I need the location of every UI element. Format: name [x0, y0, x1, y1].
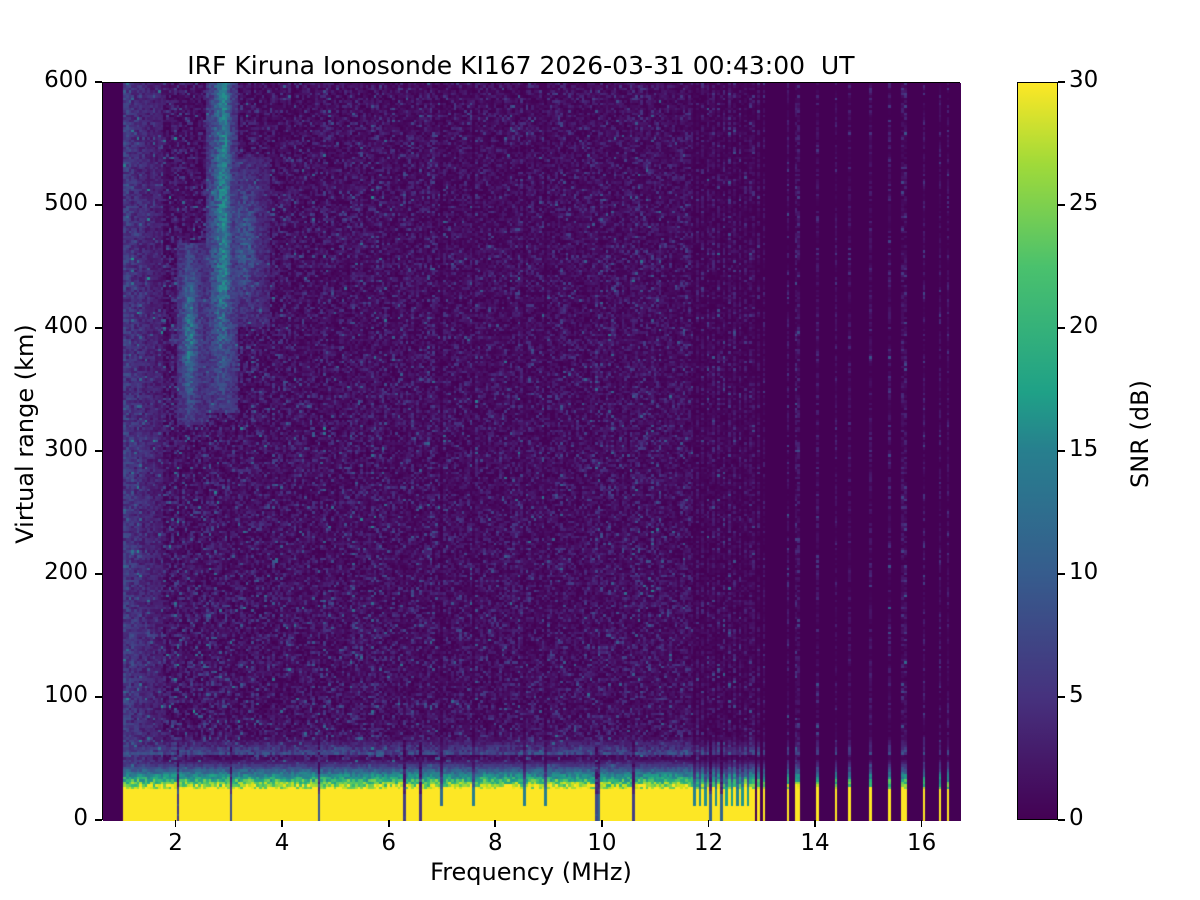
y-tick-label: 500	[44, 190, 88, 216]
x-tick	[387, 820, 390, 827]
x-tick-label: 6	[381, 830, 397, 856]
x-tick-label: 2	[168, 830, 183, 856]
colorbar-tick	[1058, 81, 1065, 83]
x-tick	[601, 820, 603, 827]
y-tick	[95, 204, 102, 206]
y-tick-label: 0	[73, 805, 88, 831]
x-tick	[814, 820, 816, 827]
colorbar-tick-label: 15	[1069, 436, 1099, 462]
colorbar-tick	[1058, 450, 1065, 452]
y-tick	[95, 696, 102, 698]
y-tick	[95, 573, 102, 575]
x-tick-label: 12	[693, 830, 724, 856]
colorbar-tick-label: 5	[1069, 682, 1084, 708]
colorbar-tick-label: 30	[1069, 67, 1099, 93]
x-tick	[920, 820, 923, 827]
colorbar	[1017, 82, 1058, 820]
colorbar-tick	[1058, 327, 1065, 329]
y-tick-label: 100	[44, 682, 88, 708]
colorbar-tick-label: 0	[1069, 805, 1084, 831]
x-tick-label: 16	[906, 830, 937, 856]
x-tick	[494, 820, 497, 827]
x-tick	[707, 820, 710, 827]
y-tick	[95, 81, 102, 83]
colorbar-tick-label: 10	[1069, 559, 1099, 585]
colorbar-tick	[1058, 696, 1065, 698]
ionogram-heatmap	[103, 83, 961, 821]
colorbar-tick	[1058, 573, 1065, 575]
colorbar-tick-label: 25	[1069, 190, 1099, 216]
x-tick-label: 8	[487, 830, 503, 856]
x-tick-label: 4	[274, 830, 290, 856]
plot-area	[102, 82, 961, 821]
colorbar-tick-label: 20	[1069, 313, 1099, 339]
x-tick-label: 14	[800, 830, 830, 856]
y-tick-label: 600	[44, 67, 88, 93]
title-line-1: IRF Kiruna Ionosonde KI167 2026-03-31 00…	[187, 51, 855, 80]
y-axis-label: Virtual range (km)	[11, 324, 39, 544]
y-tick	[95, 819, 102, 821]
colorbar-tick	[1058, 819, 1065, 821]
x-tick	[281, 820, 283, 827]
x-tick-label: 10	[587, 830, 617, 856]
y-tick-label: 300	[44, 436, 88, 462]
x-tick	[174, 820, 177, 827]
colorbar-tick	[1058, 204, 1065, 206]
y-tick-label: 400	[44, 313, 88, 339]
y-tick-label: 200	[44, 559, 88, 585]
x-axis-label: Frequency (MHz)	[430, 858, 632, 886]
colorbar-label: SNR (dB)	[1126, 380, 1154, 488]
y-tick	[95, 450, 102, 452]
y-tick	[95, 327, 102, 329]
